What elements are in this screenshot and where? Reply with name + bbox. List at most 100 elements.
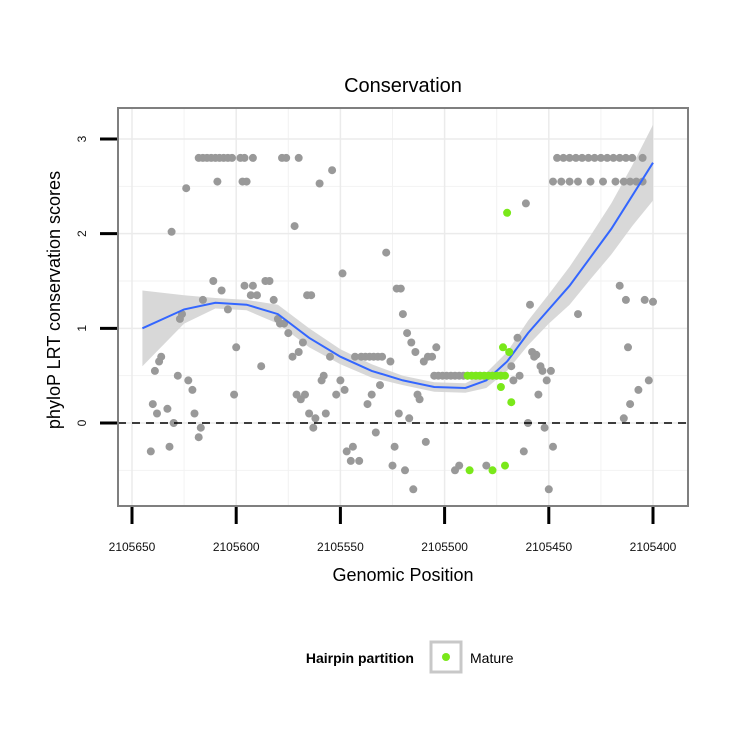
data-point-mature	[501, 461, 509, 470]
data-point-other	[315, 179, 324, 188]
data-point-other	[348, 442, 357, 451]
data-point-other	[559, 153, 568, 162]
data-point-other	[519, 447, 528, 456]
data-point-mature	[496, 383, 505, 391]
data-point-mature	[507, 398, 516, 407]
data-point-other	[173, 371, 182, 380]
data-point-other	[148, 400, 157, 409]
data-point-other	[265, 277, 274, 285]
y-tick-label: 0	[75, 419, 89, 426]
data-point-other	[611, 177, 620, 186]
data-point-other	[282, 153, 291, 162]
data-point-other	[294, 153, 303, 162]
legend-title: Hairpin partition	[306, 650, 414, 666]
x-tick-label: 2105650	[109, 540, 156, 554]
data-point-other	[615, 281, 624, 290]
data-point-other	[532, 350, 541, 359]
x-axis-title: Genomic Position	[332, 565, 473, 585]
data-point-other	[644, 376, 653, 385]
data-point-other	[405, 414, 414, 423]
data-point-other	[253, 291, 261, 300]
data-point-other	[307, 291, 316, 300]
data-point-other	[217, 286, 226, 295]
data-point-other	[640, 295, 649, 304]
data-point-other	[578, 153, 587, 162]
data-point-other	[340, 385, 349, 394]
data-point-other	[328, 166, 337, 175]
data-point-other	[311, 414, 320, 423]
data-point-other	[248, 281, 257, 290]
data-point-other	[515, 371, 524, 380]
data-point-other	[146, 447, 155, 456]
data-point-other	[150, 366, 159, 375]
y-tick-label: 2	[75, 230, 89, 237]
data-point-other	[157, 352, 166, 361]
data-point-mature	[501, 371, 509, 380]
data-point-other	[301, 390, 309, 399]
data-point-other	[240, 281, 249, 290]
data-point-other	[534, 390, 543, 399]
data-point-other	[355, 456, 364, 465]
data-point-other	[619, 414, 628, 423]
data-point-mature	[505, 348, 514, 356]
data-point-other	[240, 153, 249, 162]
x-tick-label: 2105400	[630, 540, 677, 554]
x-tick-label: 2105600	[213, 540, 260, 554]
data-point-other	[540, 423, 549, 432]
data-point-other	[590, 153, 599, 162]
data-point-other	[634, 385, 643, 394]
data-point-other	[574, 177, 582, 186]
data-point-other	[188, 385, 197, 394]
data-point-other	[509, 376, 518, 385]
data-point-other	[153, 409, 161, 418]
data-point-other	[194, 433, 203, 442]
data-point-other	[521, 199, 530, 208]
data-point-mature	[488, 466, 497, 475]
x-tick-label: 2105550	[317, 540, 364, 554]
y-axis-title: phyloP LRT conservation scores	[44, 171, 64, 429]
data-point-other	[169, 419, 178, 427]
data-point-other	[280, 319, 289, 328]
data-point-other	[544, 485, 553, 494]
data-point-other	[230, 390, 239, 399]
data-point-other	[586, 177, 595, 186]
data-point-other	[382, 248, 391, 257]
data-point-other	[196, 423, 205, 432]
y-tick-label: 1	[75, 325, 89, 332]
data-point-other	[294, 348, 303, 356]
data-point-other	[538, 366, 547, 375]
data-point-other	[638, 153, 647, 162]
data-point-other	[367, 390, 376, 399]
data-point-other	[284, 329, 293, 338]
data-point-other	[182, 184, 191, 193]
x-tick-label: 2105450	[525, 540, 572, 554]
data-point-other	[321, 409, 330, 418]
data-point-other	[619, 177, 628, 186]
data-point-other	[398, 310, 407, 319]
data-point-other	[615, 153, 624, 162]
data-point-other	[628, 153, 637, 162]
data-point-other	[232, 343, 241, 352]
data-point-other	[336, 376, 345, 385]
data-point-other	[257, 362, 266, 371]
data-point-other	[309, 423, 318, 432]
data-point-other	[198, 295, 207, 304]
data-point-other	[363, 400, 372, 409]
data-point-other	[455, 461, 464, 470]
data-point-other	[246, 291, 255, 300]
data-point-other	[351, 352, 359, 361]
data-point-other	[403, 329, 412, 338]
data-point-other	[603, 153, 612, 162]
data-point-other	[565, 177, 574, 186]
data-point-other	[165, 442, 174, 451]
data-point-other	[290, 222, 299, 231]
data-point-other	[332, 390, 341, 399]
data-point-other	[596, 153, 605, 162]
data-point-other	[571, 153, 580, 162]
plot-area: 2105650 2105600 2105550 2105500 2105450 21054…	[75, 107, 689, 554]
data-point-other	[388, 461, 397, 470]
confidence-band	[142, 124, 653, 393]
data-point-other	[546, 366, 555, 375]
data-point-other	[342, 447, 351, 456]
